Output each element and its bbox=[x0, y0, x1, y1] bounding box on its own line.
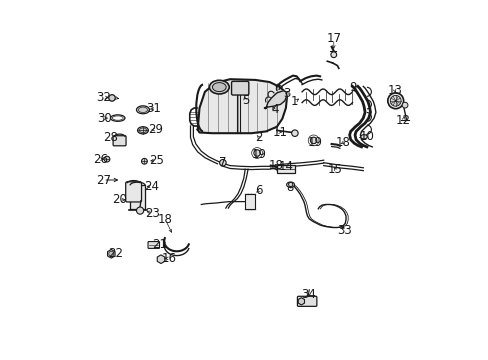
FancyBboxPatch shape bbox=[125, 182, 141, 202]
Text: 4: 4 bbox=[271, 103, 278, 116]
Text: 20: 20 bbox=[112, 193, 126, 206]
FancyBboxPatch shape bbox=[231, 81, 248, 95]
Text: 32: 32 bbox=[96, 91, 111, 104]
Circle shape bbox=[310, 137, 316, 144]
Ellipse shape bbox=[138, 107, 147, 112]
Circle shape bbox=[141, 158, 147, 164]
Text: 30: 30 bbox=[97, 112, 111, 125]
Text: 2: 2 bbox=[255, 131, 262, 144]
Text: 5: 5 bbox=[242, 94, 249, 107]
Text: 13: 13 bbox=[387, 84, 402, 97]
Ellipse shape bbox=[137, 127, 148, 134]
Text: 33: 33 bbox=[337, 224, 351, 237]
Text: 3: 3 bbox=[283, 87, 290, 100]
Ellipse shape bbox=[360, 135, 366, 139]
FancyBboxPatch shape bbox=[148, 242, 159, 248]
Text: 16: 16 bbox=[162, 252, 177, 265]
Ellipse shape bbox=[286, 182, 294, 187]
Text: 24: 24 bbox=[144, 180, 159, 193]
Text: 11: 11 bbox=[272, 126, 287, 139]
Ellipse shape bbox=[212, 83, 225, 91]
Text: 7: 7 bbox=[219, 156, 226, 169]
Text: 18: 18 bbox=[158, 213, 172, 226]
Text: 19: 19 bbox=[251, 148, 266, 161]
Text: 19: 19 bbox=[307, 136, 322, 149]
Circle shape bbox=[330, 52, 336, 58]
Text: 31: 31 bbox=[146, 102, 161, 115]
Text: 14: 14 bbox=[279, 160, 293, 173]
FancyBboxPatch shape bbox=[277, 165, 295, 173]
Ellipse shape bbox=[209, 80, 229, 94]
Polygon shape bbox=[197, 79, 286, 133]
Polygon shape bbox=[107, 249, 115, 258]
Text: 18: 18 bbox=[268, 159, 283, 172]
Circle shape bbox=[104, 156, 110, 162]
Text: 22: 22 bbox=[108, 247, 123, 260]
Text: 34: 34 bbox=[301, 288, 315, 301]
Text: 6: 6 bbox=[255, 184, 262, 197]
Text: 12: 12 bbox=[395, 114, 410, 127]
Text: 9: 9 bbox=[348, 81, 356, 94]
Text: 1: 1 bbox=[290, 95, 298, 108]
Text: 17: 17 bbox=[325, 32, 341, 45]
Polygon shape bbox=[130, 185, 145, 209]
Polygon shape bbox=[264, 91, 286, 109]
Circle shape bbox=[219, 159, 225, 166]
Circle shape bbox=[108, 251, 114, 256]
Ellipse shape bbox=[139, 128, 146, 132]
Circle shape bbox=[389, 95, 400, 106]
Text: 26: 26 bbox=[93, 153, 108, 166]
Ellipse shape bbox=[136, 106, 149, 114]
Circle shape bbox=[253, 150, 260, 156]
Text: 27: 27 bbox=[96, 174, 111, 186]
Text: 21: 21 bbox=[151, 238, 166, 251]
Text: 15: 15 bbox=[327, 163, 342, 176]
FancyBboxPatch shape bbox=[244, 194, 254, 209]
Polygon shape bbox=[298, 298, 304, 305]
Circle shape bbox=[108, 95, 115, 101]
Circle shape bbox=[291, 130, 298, 136]
Text: 28: 28 bbox=[103, 131, 118, 144]
Circle shape bbox=[387, 93, 403, 109]
FancyBboxPatch shape bbox=[113, 136, 126, 146]
Text: 8: 8 bbox=[285, 181, 293, 194]
Circle shape bbox=[401, 102, 407, 108]
FancyBboxPatch shape bbox=[297, 296, 316, 306]
Text: 23: 23 bbox=[145, 207, 160, 220]
Circle shape bbox=[136, 207, 143, 214]
Text: 29: 29 bbox=[147, 123, 163, 136]
Text: 18: 18 bbox=[335, 136, 350, 149]
Text: 10: 10 bbox=[359, 130, 374, 143]
Polygon shape bbox=[157, 255, 164, 264]
Text: 25: 25 bbox=[148, 154, 163, 167]
